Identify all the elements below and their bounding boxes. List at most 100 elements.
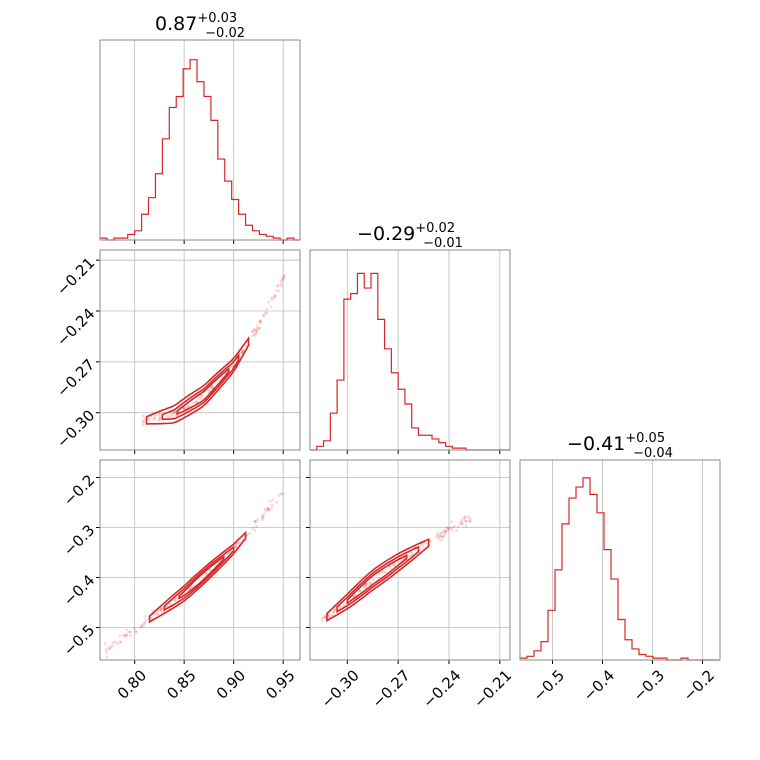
- sample-point: [109, 645, 112, 649]
- sample-point: [255, 329, 259, 333]
- sample-point: [372, 578, 376, 582]
- sample-point: [438, 534, 442, 537]
- sample-point: [261, 313, 265, 317]
- sample-point: [459, 522, 463, 526]
- sample-point: [241, 348, 244, 352]
- sample-point: [339, 605, 342, 609]
- x-tick-label: −0.21: [470, 666, 515, 711]
- sample-point: [332, 608, 336, 612]
- sample-point: [141, 414, 145, 418]
- hist-grid-2: [552, 460, 703, 664]
- sample-point: [159, 607, 163, 611]
- sample-point: [428, 539, 432, 543]
- sample-point: [447, 526, 451, 530]
- sample-point: [257, 326, 261, 330]
- sample-point: [261, 518, 264, 522]
- sample-point: [389, 567, 392, 570]
- sample-point: [277, 289, 281, 293]
- sample-point: [158, 413, 161, 417]
- sample-point: [449, 526, 453, 530]
- sample-point: [435, 535, 439, 539]
- y-tick-label: −0.2: [60, 471, 98, 509]
- sample-point: [204, 571, 208, 575]
- sample-point: [281, 278, 285, 282]
- histogram-panel-2: [519, 459, 721, 661]
- sample-point: [384, 570, 388, 574]
- sample-point: [208, 389, 212, 393]
- sample-point: [463, 515, 467, 519]
- sample-point: [280, 284, 284, 288]
- sample-point: [270, 506, 274, 510]
- param-err-plus: +0.03: [197, 11, 237, 26]
- pair-content-2: [320, 515, 472, 622]
- density-contour-1: [163, 545, 235, 612]
- sample-point: [134, 630, 138, 634]
- sample-point: [468, 516, 472, 520]
- sample-point: [210, 385, 213, 389]
- sample-point: [147, 417, 150, 421]
- sample-point: [267, 300, 271, 304]
- sample-point: [270, 298, 274, 301]
- param-err-plus: +0.05: [625, 431, 665, 446]
- sample-point: [455, 529, 458, 533]
- sample-point: [127, 630, 131, 634]
- sample-point: [437, 537, 441, 541]
- sample-point: [368, 581, 372, 585]
- sample-point: [169, 412, 173, 416]
- sample-point: [264, 509, 268, 513]
- sample-point: [133, 627, 137, 630]
- sample-point: [105, 651, 109, 654]
- sample-point: [200, 396, 203, 400]
- sample-point: [270, 296, 274, 300]
- sample-point: [108, 647, 111, 651]
- sample-point: [198, 397, 201, 400]
- param-err-minus: −0.01: [423, 236, 463, 251]
- sample-point: [119, 640, 123, 644]
- y-tick-label: −0.30: [53, 406, 98, 451]
- sample-point: [123, 633, 127, 637]
- y-tick-label: −0.27: [53, 356, 98, 401]
- sample-point: [439, 531, 443, 535]
- sample-point: [234, 546, 238, 550]
- sample-point: [438, 535, 442, 538]
- pair-panel-1: [99, 459, 301, 661]
- sample-point: [323, 615, 327, 618]
- sample-point: [118, 640, 122, 644]
- sample-point: [268, 499, 272, 503]
- density-contour-1: [336, 545, 420, 614]
- sample-point: [241, 350, 244, 354]
- histogram-panel-0: [99, 39, 301, 241]
- pair-panel-0: [99, 249, 301, 451]
- sample-point: [134, 629, 138, 633]
- x-tick-label: 0.80: [114, 666, 150, 702]
- sample-point: [364, 585, 368, 589]
- sample-point: [153, 416, 157, 420]
- sample-point: [251, 526, 254, 530]
- sample-point: [258, 319, 262, 323]
- sample-point: [172, 410, 176, 414]
- sample-point: [378, 572, 382, 575]
- sample-point: [144, 618, 148, 622]
- sample-point: [111, 644, 114, 648]
- sample-point: [154, 413, 158, 417]
- param-err-minus: −0.04: [633, 446, 673, 461]
- sample-point: [254, 328, 258, 332]
- pair-panel-2: [309, 459, 511, 661]
- sample-point: [142, 624, 146, 628]
- sample-point: [191, 400, 195, 404]
- sample-point: [187, 403, 191, 407]
- sample-point: [320, 616, 324, 620]
- sample-point: [173, 410, 177, 414]
- sample-point: [362, 585, 366, 589]
- sample-point: [152, 613, 156, 616]
- sample-point: [118, 634, 122, 638]
- sample-point: [143, 621, 147, 625]
- sample-point: [277, 493, 281, 497]
- sample-point: [207, 568, 211, 572]
- sample-point: [270, 503, 274, 507]
- density-contour-2: [346, 554, 408, 605]
- sample-point: [141, 420, 145, 424]
- sample-point: [168, 415, 172, 418]
- sample-point: [266, 507, 270, 511]
- sample-point: [442, 530, 446, 534]
